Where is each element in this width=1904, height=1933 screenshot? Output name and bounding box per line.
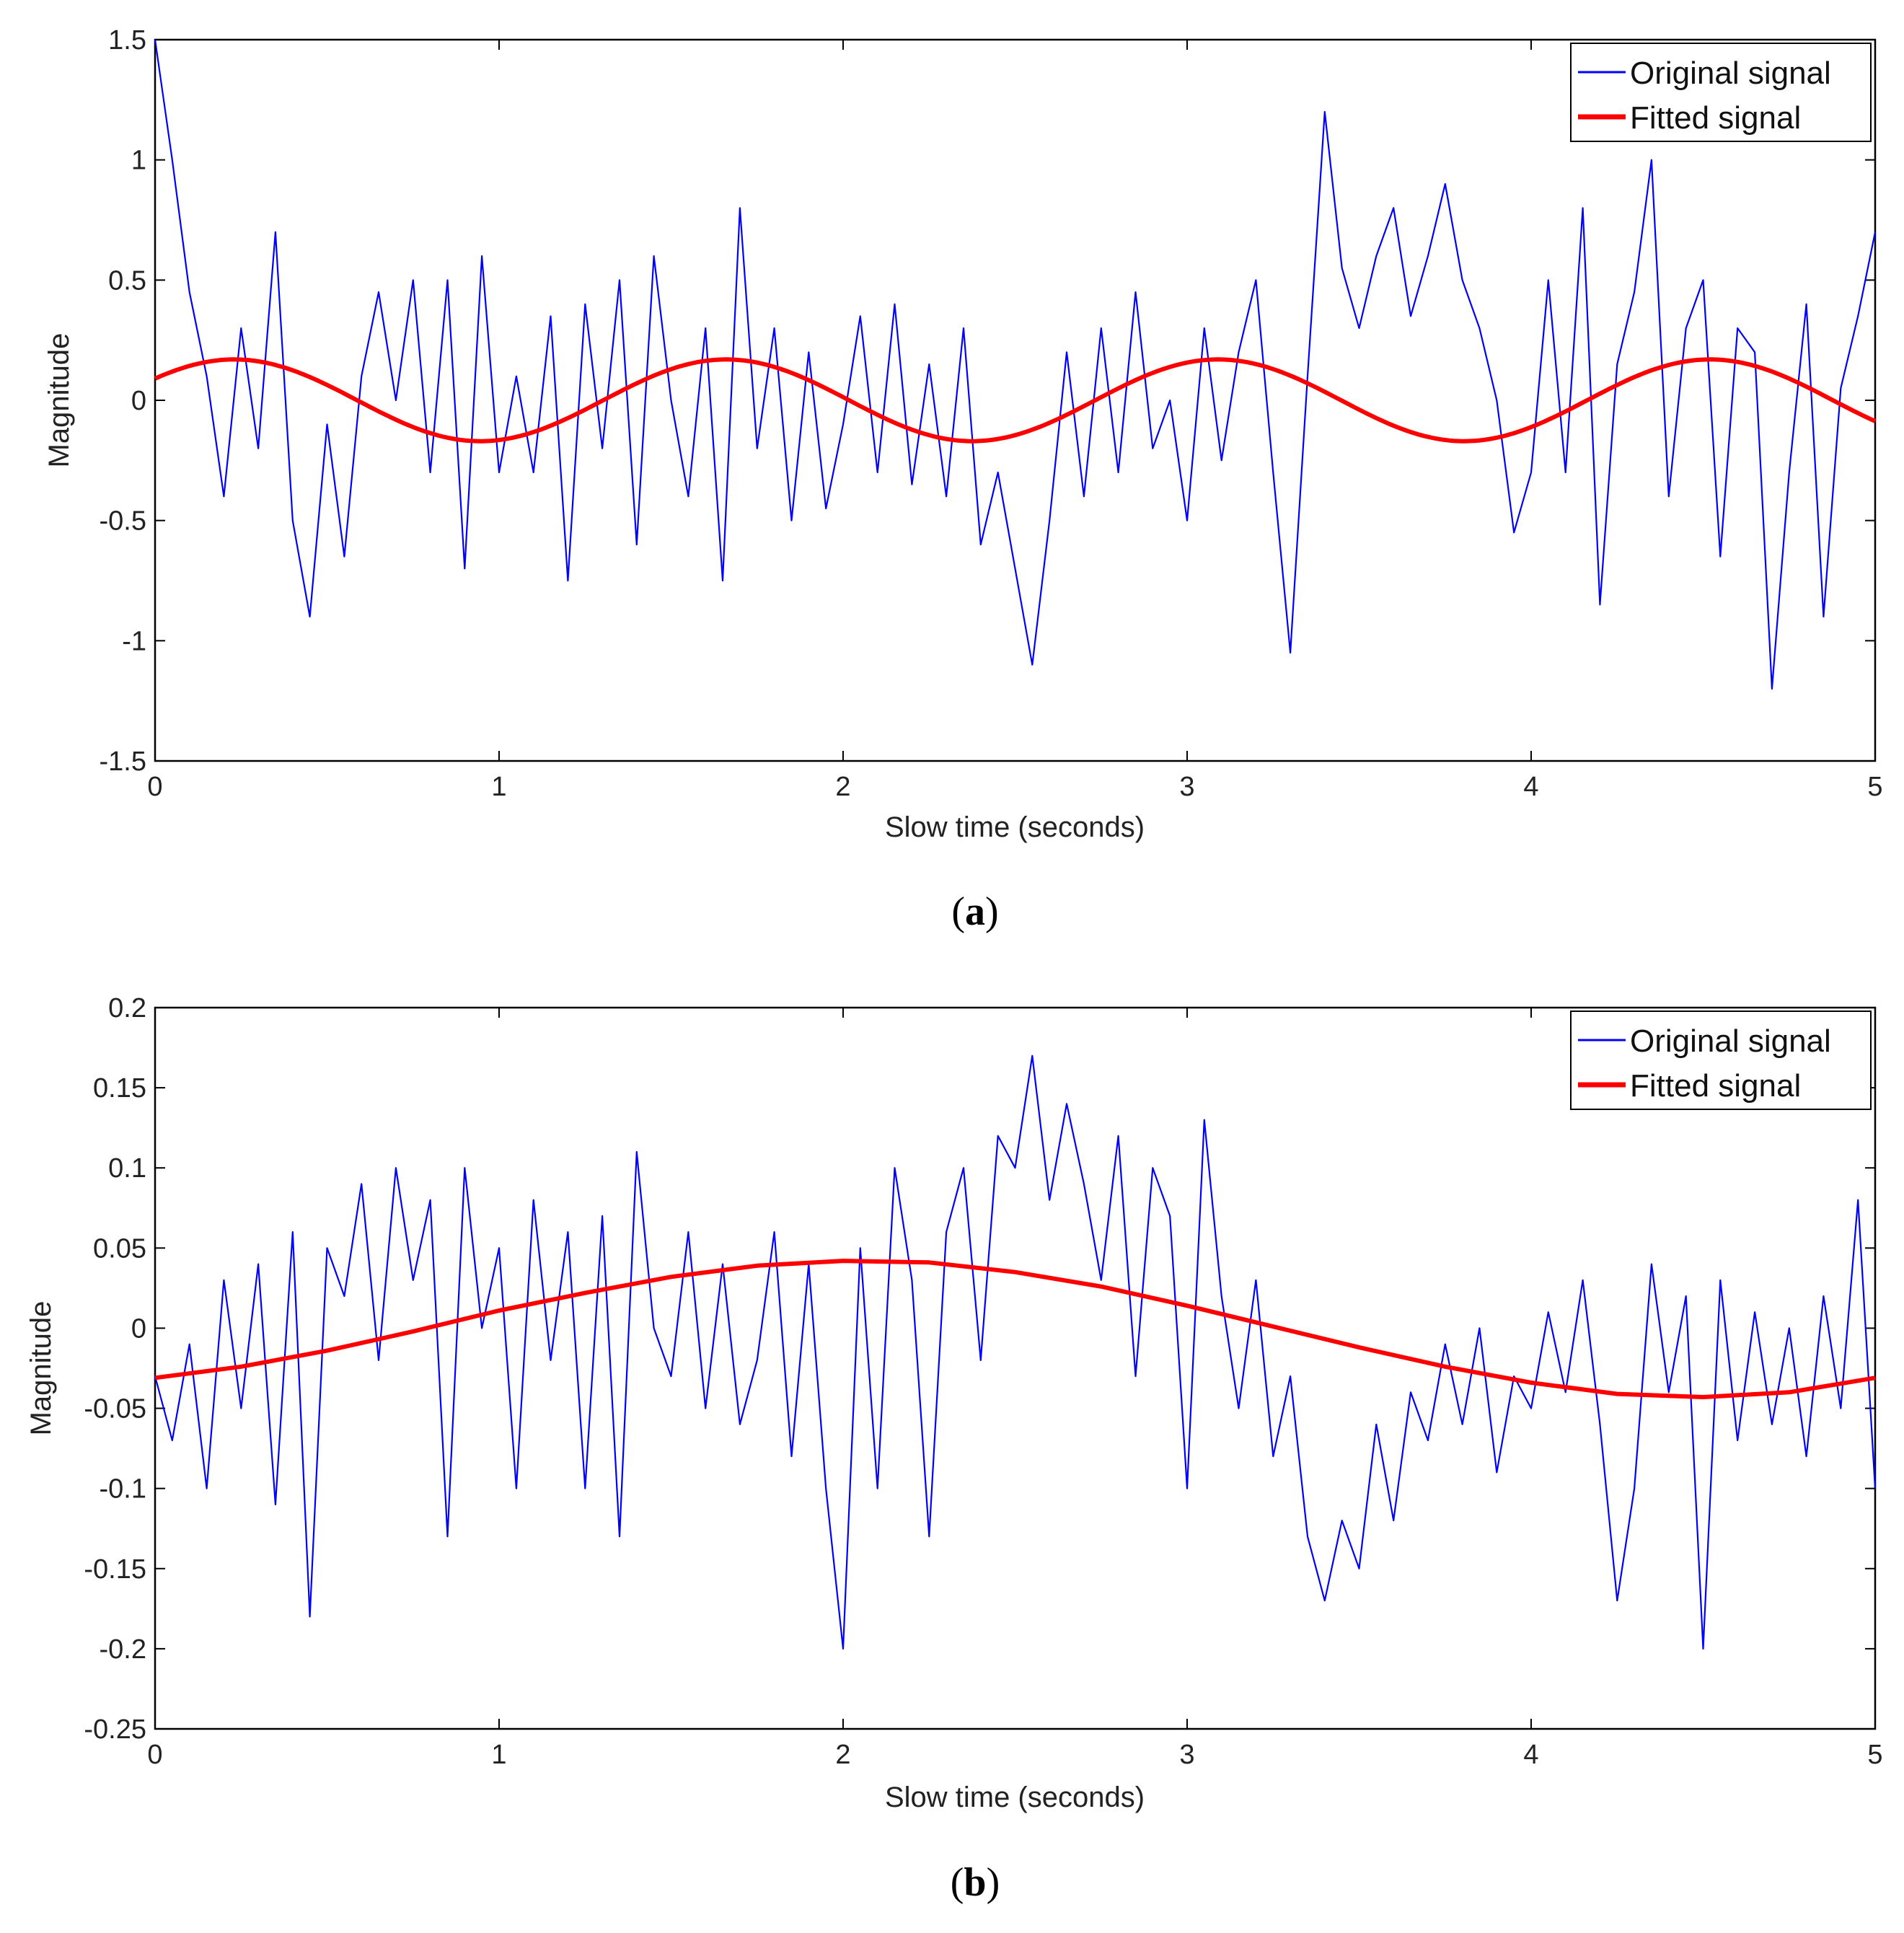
series-line-original-a xyxy=(154,39,1877,690)
ticks-b: 0 1 2 3 4 5 -0.25 -0.2 -0.15 -0.1 -0.05 0 0.05 0.1 0.1… xyxy=(84,993,1882,1770)
series-layer-b xyxy=(154,1054,1877,1650)
series-line-fitted-b xyxy=(154,1259,1876,1399)
x-tick-label-b-0: 0 xyxy=(147,1740,162,1770)
legend-b: Original signal Fitted signal xyxy=(1570,1010,1872,1110)
y-tick-label-a-3: 0 xyxy=(131,386,146,416)
chart-panel-b: 0 1 2 3 4 5 -0.25 -0.2 -0.15 -0.1 -0.05 0 0.05 0.1 0.1… xyxy=(25,993,1883,1905)
y-tick-label-a-2: -0.5 xyxy=(100,506,146,537)
y-tick-label-a-0: -1.5 xyxy=(100,747,146,777)
y-tick-label-a-5: 1 xyxy=(131,146,146,176)
x-tick-label-a-3: 3 xyxy=(1179,772,1194,802)
x-tick-label-b-2: 2 xyxy=(835,1740,850,1770)
y-tick-label-a-1: -1 xyxy=(122,626,146,656)
series-layer-a xyxy=(154,39,1877,690)
y-tick-label-b-7: 0.1 xyxy=(108,1153,146,1184)
y-tick-label-b-9: 0.2 xyxy=(108,993,146,1023)
x-tick-label-a-4: 4 xyxy=(1523,772,1538,802)
legend-label-fitted-a: Fitted signal xyxy=(1630,100,1801,136)
panel-label-a: (a) xyxy=(951,889,998,934)
y-tick-label-b-4: -0.05 xyxy=(84,1394,146,1425)
x-tick-label-a-1: 1 xyxy=(491,772,506,802)
y-tick-label-b-8: 0.15 xyxy=(93,1073,146,1104)
x-tick-label-b-4: 4 xyxy=(1523,1740,1538,1770)
y-tick-label-b-1: -0.2 xyxy=(100,1634,146,1665)
legend-box-b xyxy=(1570,1010,1872,1110)
x-axis-label-b: Slow time (seconds) xyxy=(885,1782,1145,1813)
y-tick-label-b-6: 0.05 xyxy=(93,1233,146,1264)
series-line-original-b xyxy=(154,1054,1877,1650)
legend-box-a xyxy=(1570,43,1872,142)
panel-label-b: (b) xyxy=(951,1860,1000,1905)
y-axis-label-b: Magnitude xyxy=(25,1301,57,1436)
y-tick-label-b-2: -0.15 xyxy=(84,1554,146,1585)
plot-area-b xyxy=(154,1006,1877,1730)
x-tick-label-a-0: 0 xyxy=(147,772,162,802)
series-line-fitted-a xyxy=(154,357,1877,444)
ticks-a: 0 1 2 3 4 5 -1.5 -1 -0.5 0 0.5 1 1.5 xyxy=(100,25,1883,802)
legend-a: Original signal Fitted signal xyxy=(1570,43,1872,142)
y-tick-label-b-3: -0.1 xyxy=(100,1474,146,1505)
y-tick-label-b-0: -0.25 xyxy=(84,1714,146,1745)
x-tick-label-b-3: 3 xyxy=(1179,1740,1194,1770)
legend-label-original-a: Original signal xyxy=(1630,56,1831,91)
x-axis-label-a: Slow time (seconds) xyxy=(885,811,1145,843)
chart-panel-a: 0 1 2 3 4 5 -1.5 -1 -0.5 0 0.5 1 1.5 Slow time (seco… xyxy=(43,25,1883,934)
y-tick-label-b-5: 0 xyxy=(131,1313,146,1344)
plot-area-a xyxy=(154,38,1877,762)
y-tick-label-a-6: 1.5 xyxy=(108,25,146,56)
x-tick-label-b-5: 5 xyxy=(1867,1740,1882,1770)
legend-label-fitted-b: Fitted signal xyxy=(1630,1068,1801,1104)
y-tick-label-a-4: 0.5 xyxy=(108,265,146,296)
legend-label-original-b: Original signal xyxy=(1630,1023,1831,1059)
x-tick-label-a-5: 5 xyxy=(1867,772,1882,802)
x-tick-label-b-1: 1 xyxy=(491,1740,506,1770)
y-axis-label-a: Magnitude xyxy=(43,333,75,468)
x-tick-label-a-2: 2 xyxy=(835,772,850,802)
